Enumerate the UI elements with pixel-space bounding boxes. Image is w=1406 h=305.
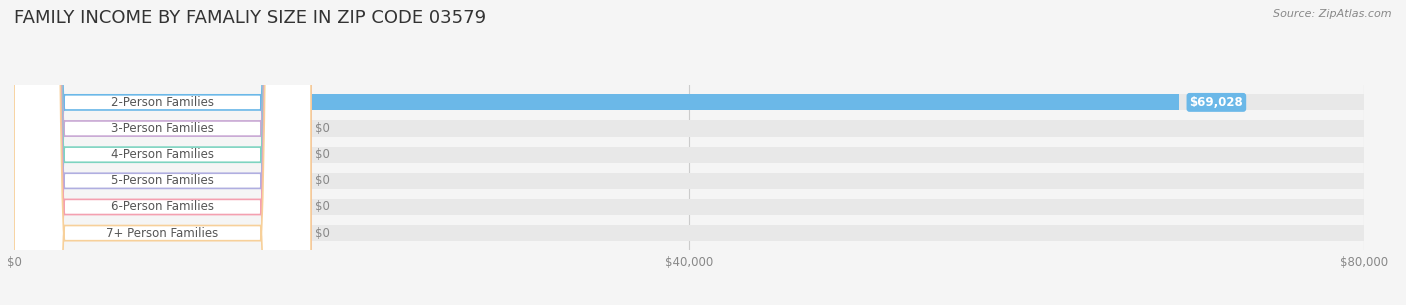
Bar xyxy=(14,173,1364,189)
Bar xyxy=(14,94,1364,110)
FancyBboxPatch shape xyxy=(14,0,311,305)
Bar xyxy=(14,225,1364,241)
Bar xyxy=(14,120,1364,137)
FancyBboxPatch shape xyxy=(14,0,311,305)
Text: $0: $0 xyxy=(315,227,330,240)
Text: $0: $0 xyxy=(315,174,330,187)
Text: $0: $0 xyxy=(315,122,330,135)
Text: 3-Person Families: 3-Person Families xyxy=(111,122,214,135)
Text: 6-Person Families: 6-Person Families xyxy=(111,200,214,214)
FancyBboxPatch shape xyxy=(14,0,311,305)
Bar xyxy=(14,199,1364,215)
Bar xyxy=(14,147,1364,163)
Text: $0: $0 xyxy=(315,200,330,214)
Text: 5-Person Families: 5-Person Families xyxy=(111,174,214,187)
FancyBboxPatch shape xyxy=(14,0,311,305)
Bar xyxy=(14,94,1178,110)
FancyBboxPatch shape xyxy=(14,0,311,305)
Text: Source: ZipAtlas.com: Source: ZipAtlas.com xyxy=(1274,9,1392,19)
Text: $69,028: $69,028 xyxy=(1189,96,1243,109)
Text: 4-Person Families: 4-Person Families xyxy=(111,148,214,161)
Text: 7+ Person Families: 7+ Person Families xyxy=(107,227,219,240)
Text: FAMILY INCOME BY FAMALIY SIZE IN ZIP CODE 03579: FAMILY INCOME BY FAMALIY SIZE IN ZIP COD… xyxy=(14,9,486,27)
FancyBboxPatch shape xyxy=(14,0,311,305)
Text: $0: $0 xyxy=(315,148,330,161)
Text: 2-Person Families: 2-Person Families xyxy=(111,96,214,109)
